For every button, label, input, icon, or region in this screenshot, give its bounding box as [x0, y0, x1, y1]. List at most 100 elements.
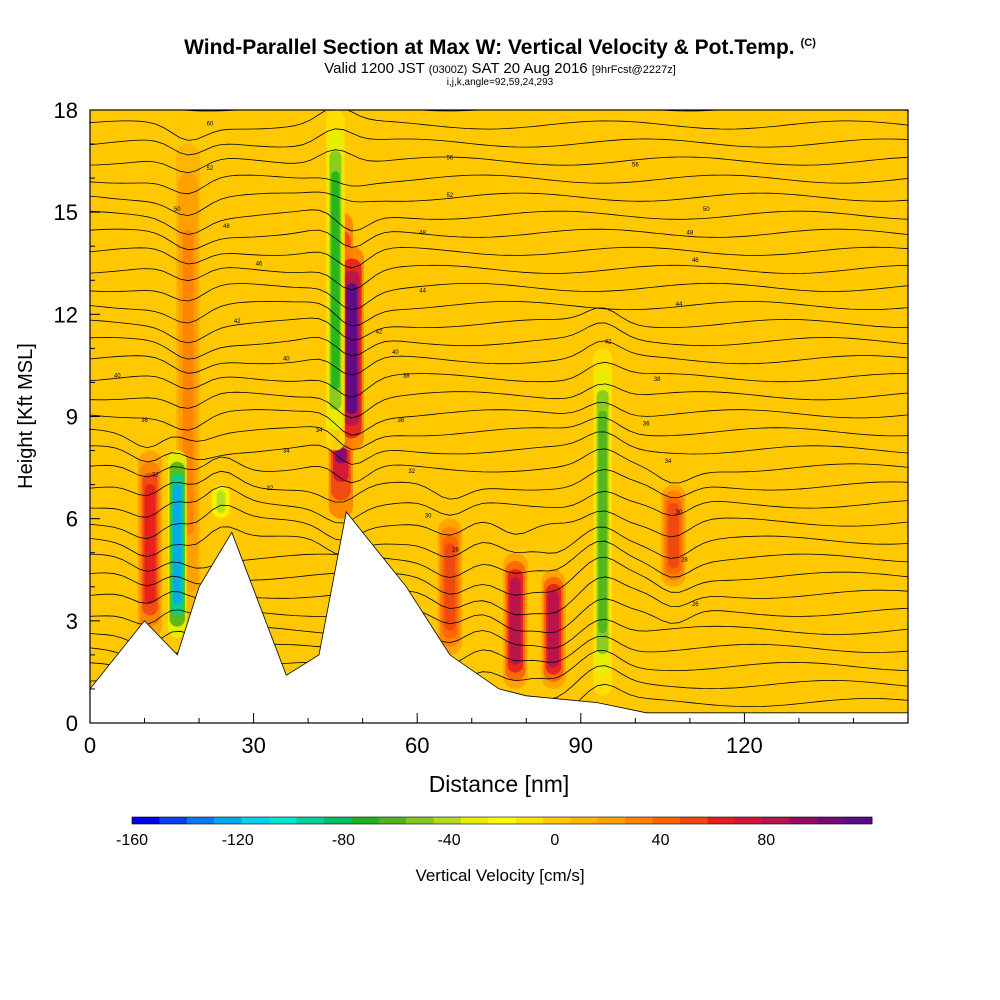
theta-contour-label: 46	[692, 258, 699, 264]
theta-contour-line	[90, 191, 908, 217]
copyright-mark: (C)	[800, 37, 816, 49]
theta-contour-line	[90, 282, 908, 311]
colorbar-swatch	[680, 817, 708, 824]
y-tick-label: 3	[66, 609, 78, 634]
colorbar-swatch	[652, 817, 681, 824]
theta-contour-label: 32	[152, 472, 159, 478]
colorbar-tick-label: -40	[438, 832, 461, 849]
theta-contour-line	[90, 149, 908, 174]
colorbar-swatch	[597, 817, 626, 824]
theta-contour-label: 26	[692, 602, 699, 608]
colorbar-swatch	[762, 817, 791, 824]
colorbar-frame	[131, 816, 873, 825]
theta-contour-line	[90, 416, 908, 451]
downdraft-column	[173, 484, 182, 605]
colorbar-tick-label: 80	[757, 832, 775, 849]
updraft-column	[668, 503, 679, 569]
theta-contour-line	[90, 174, 908, 195]
theta-contour-line	[90, 431, 908, 465]
theta-contour-line	[90, 246, 908, 269]
valid-utc: (0300Z)	[428, 64, 468, 76]
colorbar-swatch	[132, 817, 160, 824]
colorbar-swatch	[734, 817, 763, 824]
colorbar-swatch	[351, 817, 380, 824]
x-tick-label: 60	[405, 733, 429, 758]
colorbar-swatch	[406, 817, 434, 824]
terrain-mask	[90, 510, 908, 723]
downdraft-column	[216, 490, 226, 513]
y-tick-label: 18	[54, 98, 78, 123]
colorbar-swatch	[269, 817, 297, 824]
theta-contour-label: 36	[141, 418, 148, 424]
colorbar-tick-label: 40	[652, 832, 670, 849]
x-tick-label: 90	[569, 733, 593, 758]
theta-contour-line	[90, 110, 908, 141]
colorbar-swatch	[433, 817, 462, 824]
x-tick-label: 0	[84, 733, 96, 758]
colorbar-swatch	[707, 817, 736, 824]
colorbar-swatch	[844, 817, 873, 824]
theta-contour-label: 44	[676, 302, 683, 308]
theta-contour-line	[90, 264, 908, 291]
theta-contour-label: 40	[114, 374, 121, 380]
theta-contour-label: 40	[392, 350, 399, 356]
colorbar-swatch	[186, 817, 215, 824]
y-axis: 0 3 6 9 12 15 18	[54, 98, 100, 736]
theta-contour-line	[90, 300, 908, 327]
colorbar-label: Vertical Velocity [cm/s]	[415, 866, 584, 885]
theta-contour-line	[90, 402, 908, 436]
chart-title-text: Wind-Parallel Section at Max W: Vertical…	[184, 36, 795, 59]
colorbar-swatch	[214, 817, 243, 824]
theta-contour-label: 30	[425, 513, 432, 519]
colorbar-swatch	[543, 817, 571, 824]
theta-contour-label: 60	[207, 122, 214, 128]
forecast-info: [9hrFcst@2227z]	[591, 64, 676, 76]
theta-contour-label: 42	[605, 340, 612, 346]
theta-contour-line	[90, 361, 908, 398]
colorbar-swatch	[789, 817, 818, 824]
theta-contour-label: 42	[234, 319, 241, 325]
theta-contour-line	[90, 468, 908, 503]
colorbar-swatch	[625, 817, 654, 824]
theta-contour-line	[90, 526, 908, 559]
x-axis: 0 30 60 90 120	[84, 713, 909, 758]
colorbar-swatch	[323, 817, 352, 824]
valid-prefix: Valid 1200 JST	[324, 60, 425, 77]
theta-contour-label: 28	[452, 547, 459, 553]
y-tick-label: 15	[54, 200, 78, 225]
colorbar-swatch	[515, 817, 544, 824]
theta-contour-line	[90, 228, 908, 251]
theta-contour-label: 32	[267, 486, 274, 492]
theta-contour-line	[90, 307, 908, 344]
x-tick-label: 120	[726, 733, 763, 758]
theta-contour-label: 38	[654, 377, 661, 383]
theta-contour-label: 48	[419, 231, 426, 237]
y-tick-label: 9	[66, 405, 78, 430]
theta-contour-label: 48	[687, 231, 694, 237]
colorbar-swatch	[460, 817, 489, 824]
y-tick-label: 6	[66, 507, 78, 532]
theta-contour-label: 38	[403, 374, 410, 380]
theta-contour-label: 36	[643, 421, 650, 427]
theta-contour-line	[90, 209, 908, 235]
colorbar-swatch	[159, 817, 188, 824]
theta-contour-label: 34	[665, 459, 672, 465]
x-tick-label: 30	[241, 733, 265, 758]
theta-contour-label: 42	[376, 329, 383, 335]
theta-contour-line	[176, 110, 908, 112]
colorbar-swatch	[378, 817, 407, 824]
grid-indices: i,j,k,angle=92,59,24,293	[446, 77, 554, 88]
theta-contour-label: 40	[283, 357, 290, 363]
theta-contour-label: 46	[256, 261, 263, 267]
theta-contour-line	[90, 383, 908, 419]
theta-contour-line	[90, 322, 908, 360]
colorbar-tick-label: -80	[332, 832, 355, 849]
updraft-column	[144, 484, 156, 605]
colorbar-swatch	[296, 817, 325, 824]
colorbar: -160 -120 -80 -40 0 40 80	[116, 816, 873, 849]
velocity-columns	[137, 110, 686, 696]
theta-contour-label: 56	[447, 156, 454, 162]
theta-contour-line	[90, 340, 908, 376]
colorbar-tick-label: -120	[222, 832, 254, 849]
colorbar-swatch	[570, 817, 599, 824]
